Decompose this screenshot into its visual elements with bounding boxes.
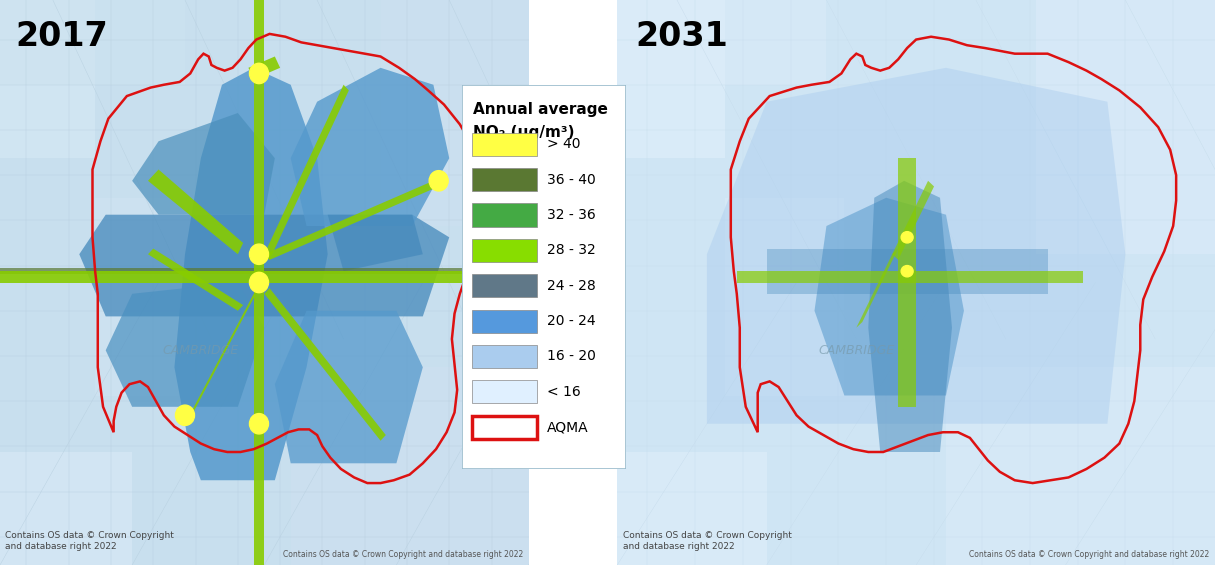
Polygon shape — [148, 249, 243, 311]
Polygon shape — [736, 271, 1084, 282]
Polygon shape — [857, 249, 898, 328]
Bar — [471, 415, 537, 438]
Polygon shape — [95, 198, 200, 396]
Polygon shape — [898, 158, 916, 407]
Text: 32 - 36: 32 - 36 — [547, 208, 595, 222]
Polygon shape — [617, 0, 725, 158]
Polygon shape — [275, 311, 423, 463]
Polygon shape — [0, 271, 529, 282]
Text: 28 - 32: 28 - 32 — [547, 244, 595, 257]
Text: 36 - 40: 36 - 40 — [547, 173, 595, 186]
Circle shape — [249, 272, 269, 293]
Polygon shape — [814, 198, 963, 396]
Polygon shape — [767, 249, 1047, 294]
Circle shape — [249, 414, 269, 434]
Circle shape — [429, 171, 448, 191]
Text: 24 - 28: 24 - 28 — [547, 279, 595, 293]
Text: CAMBRIDGE: CAMBRIDGE — [818, 344, 894, 357]
Bar — [471, 133, 537, 156]
Text: AQMA: AQMA — [547, 420, 588, 434]
Text: Annual average: Annual average — [473, 102, 608, 117]
Bar — [471, 345, 537, 368]
Polygon shape — [265, 181, 439, 260]
Polygon shape — [328, 215, 423, 271]
Polygon shape — [725, 198, 844, 396]
Polygon shape — [132, 113, 275, 215]
Polygon shape — [248, 56, 281, 79]
Bar — [471, 274, 537, 297]
Text: Contains OS data © Crown Copyright
and database right 2022: Contains OS data © Crown Copyright and d… — [5, 532, 174, 551]
Polygon shape — [148, 170, 243, 254]
Polygon shape — [79, 215, 450, 316]
Polygon shape — [617, 0, 826, 85]
Text: 20 - 24: 20 - 24 — [547, 314, 595, 328]
Text: Contains OS data © Crown Copyright
and database right 2022: Contains OS data © Crown Copyright and d… — [623, 532, 792, 551]
Text: NO₂ (μg/m³): NO₂ (μg/m³) — [473, 125, 575, 140]
Polygon shape — [175, 68, 328, 480]
Polygon shape — [0, 0, 185, 85]
Bar — [471, 310, 537, 333]
Circle shape — [175, 405, 194, 425]
Text: Contains OS data © Crown Copyright and database right 2022: Contains OS data © Crown Copyright and d… — [968, 550, 1209, 559]
Polygon shape — [892, 181, 934, 260]
Polygon shape — [185, 288, 259, 424]
Text: 16 - 20: 16 - 20 — [547, 349, 595, 363]
Polygon shape — [1035, 0, 1215, 254]
Text: CAMBRIDGE: CAMBRIDGE — [163, 344, 239, 357]
Polygon shape — [106, 282, 265, 407]
Circle shape — [249, 63, 269, 84]
Polygon shape — [0, 268, 529, 274]
Polygon shape — [265, 85, 349, 260]
Polygon shape — [265, 288, 386, 441]
Polygon shape — [869, 181, 953, 452]
Polygon shape — [290, 367, 529, 565]
Bar — [471, 380, 537, 403]
Polygon shape — [617, 452, 767, 565]
Text: > 40: > 40 — [547, 137, 581, 151]
Polygon shape — [0, 0, 95, 158]
Text: Contains OS data © Crown Copyright and database right 2022: Contains OS data © Crown Copyright and d… — [283, 550, 524, 559]
Polygon shape — [0, 452, 132, 565]
Polygon shape — [290, 68, 450, 226]
Text: < 16: < 16 — [547, 385, 581, 399]
FancyBboxPatch shape — [462, 85, 626, 469]
Bar — [471, 168, 537, 191]
Circle shape — [249, 244, 269, 264]
Circle shape — [902, 266, 914, 277]
Polygon shape — [707, 68, 1125, 424]
Polygon shape — [380, 0, 529, 226]
Bar — [471, 203, 537, 227]
Text: 2017: 2017 — [16, 20, 108, 53]
Text: 2031: 2031 — [635, 20, 728, 53]
Bar — [471, 239, 537, 262]
Polygon shape — [946, 367, 1215, 565]
Polygon shape — [254, 0, 265, 565]
Circle shape — [902, 232, 914, 243]
